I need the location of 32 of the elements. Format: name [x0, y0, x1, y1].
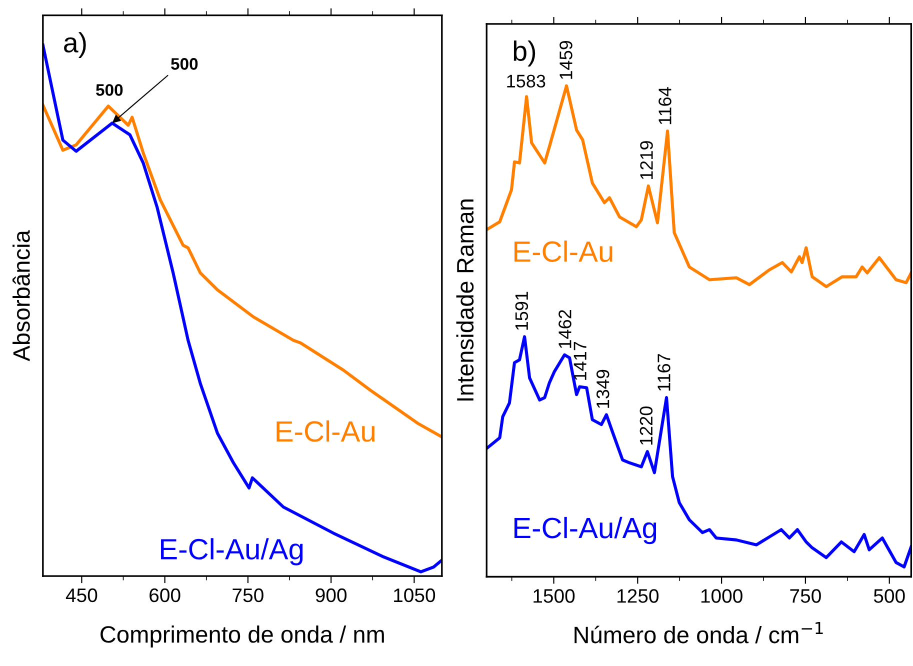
annotation: 500: [96, 84, 123, 96]
annotation: a): [64, 32, 86, 58]
series-label: E-Cl-Au/Ag: [514, 516, 656, 544]
x-tick-label: 600: [150, 588, 180, 602]
annotation: 1167: [658, 354, 670, 391]
x-tick-label: 500: [874, 589, 905, 603]
y-axis-title: Absorbância: [12, 230, 30, 362]
annotation: 1220: [640, 406, 653, 445]
x-axis-title: Comprimento de onda / nm: [100, 625, 384, 648]
x-tick-label: 450: [66, 588, 98, 602]
series-label: E-Cl-Au/Ag: [161, 538, 303, 566]
x-tick-label: 1000: [701, 589, 742, 603]
x-tick-label: 1250: [618, 589, 659, 603]
annotation: 1459: [560, 40, 572, 79]
x-tick-label: 900: [316, 588, 347, 602]
x-tick-label: 1500: [534, 589, 575, 603]
annotation: 1417: [574, 342, 586, 380]
x-tick-label: 1050: [394, 588, 436, 602]
text: b): [514, 40, 536, 66]
annotation: 1349: [596, 370, 610, 408]
annotation: 1462: [558, 310, 572, 348]
series-label: E-Cl-Au: [514, 240, 612, 262]
x-tick-label: 750: [232, 588, 264, 602]
annotation: 1219: [640, 141, 653, 180]
y-axis-title: Intensidade Raman: [456, 200, 474, 401]
x-axis-title: Número de onda / cm$^{−1}$: [574, 622, 823, 644]
series-label: E-Cl-Au: [276, 420, 374, 442]
x-tick-label: 750: [790, 589, 821, 603]
annotation: 500: [171, 58, 198, 70]
annotation: 1164: [658, 87, 672, 124]
annotation: 1583: [507, 74, 546, 88]
annotation: 1591: [515, 292, 528, 330]
